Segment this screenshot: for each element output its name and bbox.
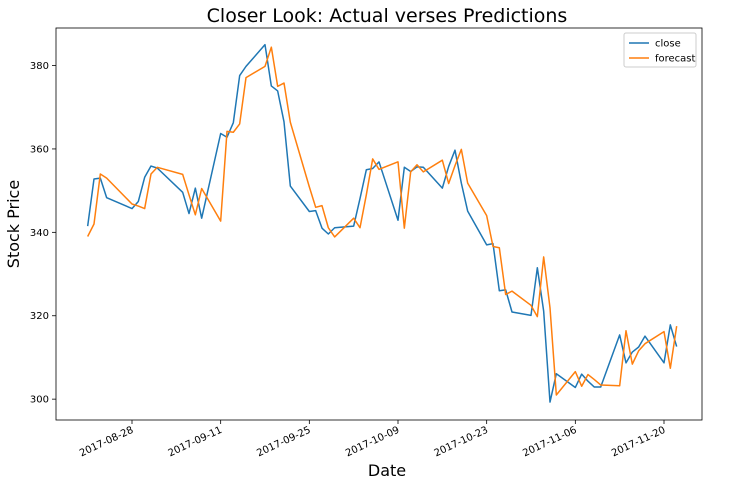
x-tick-label: 2017-08-28 — [78, 425, 135, 460]
series-line-forecast — [87, 46, 678, 396]
y-tick-label: 300 — [30, 395, 49, 406]
x-tick-label: 2017-09-11 — [167, 425, 224, 460]
x-tick-label: 2017-11-20 — [610, 425, 667, 460]
x-tick-label: 2017-10-23 — [433, 425, 490, 460]
x-axis-label: Date — [368, 461, 406, 480]
y-axis-label: Stock Price — [4, 180, 23, 268]
y-tick-label: 320 — [30, 311, 49, 322]
series-layer — [86, 43, 678, 403]
x-tick-label: 2017-11-06 — [521, 425, 578, 460]
y-tick-label: 360 — [30, 144, 49, 155]
x-tick-label: 2017-09-25 — [255, 425, 312, 460]
y-tick-label: 380 — [30, 61, 49, 72]
axes-layer: 300 320 340 360 380 2017-08-28 2017-09-11 2017-… — [30, 27, 703, 460]
chart-title: Closer Look: Actual verses Predictions — [207, 5, 568, 27]
series-line-close — [86, 43, 678, 403]
legend-label-forecast: forecast — [655, 54, 696, 65]
x-tick-label: 2017-10-09 — [344, 425, 401, 460]
y-tick-label: 340 — [30, 228, 49, 239]
legend: close forecast — [623, 32, 697, 68]
plot-frame — [55, 27, 703, 421]
legend-label-close: close — [655, 39, 681, 50]
